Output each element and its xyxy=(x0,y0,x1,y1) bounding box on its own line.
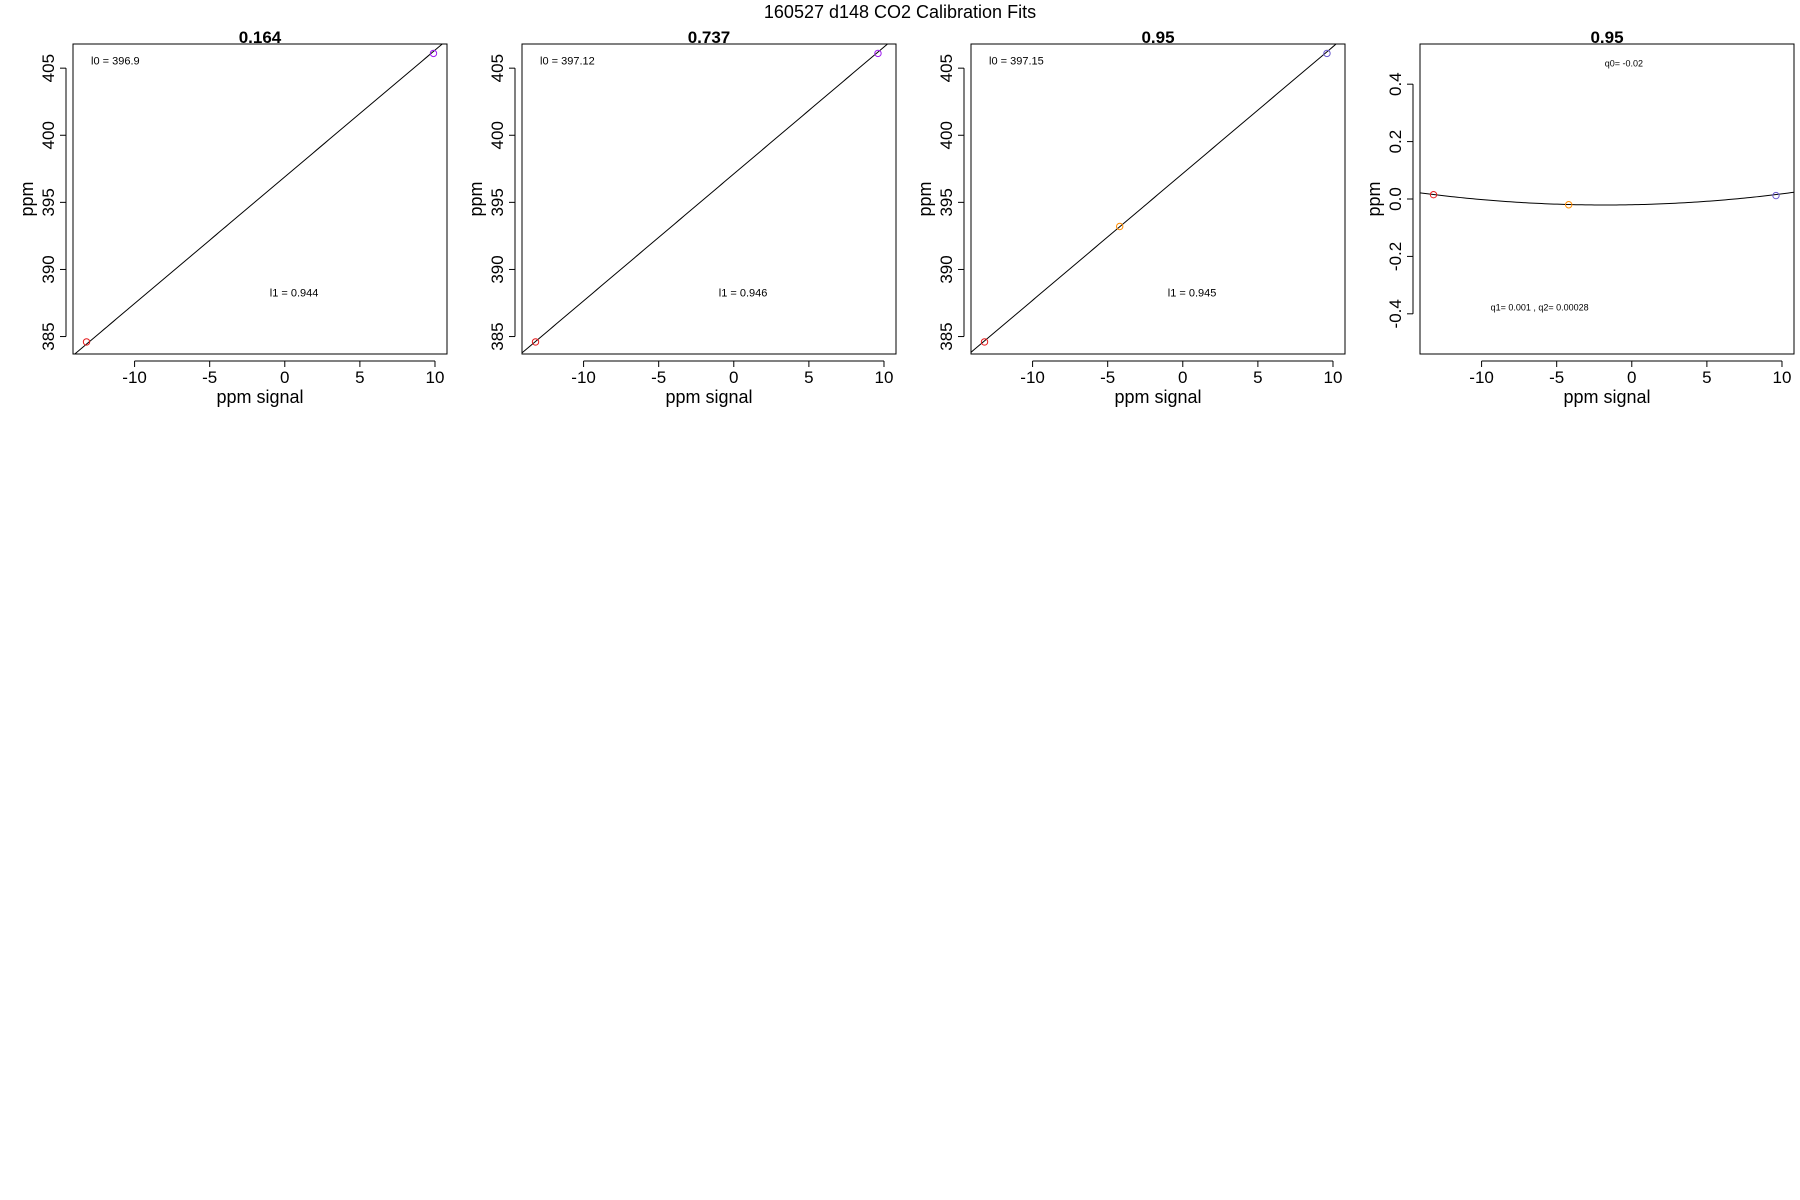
x-tick-label: 10 xyxy=(426,368,445,387)
panel-title: 0.95 xyxy=(1141,28,1174,47)
y-axis-title: ppm xyxy=(17,181,37,216)
y-tick-label: 395 xyxy=(39,188,58,216)
x-axis-title: ppm signal xyxy=(1114,387,1201,407)
chart-panel-3: 0.95 -10 -5 0 5 10 ppm signal 385 390 395 400 405 pp… xyxy=(915,28,1346,407)
x-tick-label: 10 xyxy=(875,368,894,387)
y-tick-label: -0.2 xyxy=(1386,242,1405,271)
x-axis-title: ppm signal xyxy=(1563,387,1650,407)
x-tick-label: -5 xyxy=(1549,368,1564,387)
x-tick-label: -5 xyxy=(202,368,217,387)
x-tick-label: 10 xyxy=(1773,368,1792,387)
y-tick-label: 395 xyxy=(488,188,507,216)
data-point xyxy=(980,338,989,346)
fit-annotation: l1 = 0.944 xyxy=(270,288,319,300)
y-tick-label: 390 xyxy=(488,255,507,283)
x-tick-label: 10 xyxy=(1324,368,1343,387)
x-axis-title: ppm signal xyxy=(216,387,303,407)
y-tick-label: 400 xyxy=(39,121,58,149)
data-point xyxy=(1429,190,1438,199)
x-tick-label: -10 xyxy=(1469,368,1494,387)
x-axis-title: ppm signal xyxy=(665,387,752,407)
data-point xyxy=(1772,191,1780,200)
y-tick-label: 0.0 xyxy=(1386,187,1405,211)
chart-panel-2: 0.737 -10 -5 0 5 10 ppm signal 385 390 395 400 405 p… xyxy=(466,28,897,407)
plot-frame xyxy=(970,43,1346,355)
x-tick-label: 5 xyxy=(1702,368,1711,387)
y-tick-label: 405 xyxy=(488,54,507,82)
y-tick-label: 0.4 xyxy=(1386,72,1405,96)
x-tick-label: -10 xyxy=(1020,368,1045,387)
fit-annotation: l0 = 397.12 xyxy=(540,55,595,67)
fit-line xyxy=(1420,191,1794,206)
data-point xyxy=(429,49,438,58)
x-tick-label: 5 xyxy=(355,368,364,387)
plot-frame xyxy=(72,43,448,355)
x-tick-label: 0 xyxy=(1627,368,1636,387)
panel-title: 0.737 xyxy=(688,28,731,47)
fit-annotation: l1 = 0.945 xyxy=(1168,288,1217,300)
panel-title: 0.164 xyxy=(239,28,282,47)
y-tick-label: 385 xyxy=(39,322,58,350)
y-axis-title: ppm xyxy=(915,181,935,216)
y-tick-label: 395 xyxy=(937,188,956,216)
x-tick-label: 0 xyxy=(1178,368,1187,387)
y-tick-label: 385 xyxy=(937,322,956,350)
y-tick-label: 390 xyxy=(39,255,58,283)
x-tick-label: -5 xyxy=(651,368,666,387)
x-tick-label: 5 xyxy=(804,368,813,387)
y-tick-label: 405 xyxy=(937,54,956,82)
data-point xyxy=(1323,49,1331,58)
fit-annotation: l1 = 0.946 xyxy=(719,288,768,300)
y-tick-label: 390 xyxy=(937,255,956,283)
x-tick-label: 0 xyxy=(280,368,289,387)
data-point xyxy=(82,338,91,346)
figure-title: 160527 d148 CO2 Calibration Fits xyxy=(764,2,1036,22)
fit-line xyxy=(522,44,889,354)
fit-annotation: l0 = 396.9 xyxy=(91,55,140,67)
y-tick-label: 385 xyxy=(488,322,507,350)
plot-frame xyxy=(1419,43,1795,355)
fit-annotation: l0 = 397.15 xyxy=(989,55,1044,67)
chart-panel-4: 0.95 -10 -5 0 5 10 ppm signal -0.4 -0.2 0.0 0.2 0.4… xyxy=(1364,28,1795,407)
y-tick-label: 0.2 xyxy=(1386,130,1405,154)
y-axis-title: ppm xyxy=(466,181,486,216)
fit-annotation: q1= 0.001 , q2= 0.00028 xyxy=(1491,302,1589,312)
panel-title: 0.95 xyxy=(1590,28,1623,47)
plot-frame xyxy=(521,43,897,355)
data-point xyxy=(1115,222,1124,231)
fit-line xyxy=(73,44,444,354)
chart-panels: 0.164 -10 -5 0 5 10 ppm signal 385 390 395 400 405 p… xyxy=(17,28,1795,407)
fit-line xyxy=(971,44,1337,353)
x-tick-label: -10 xyxy=(122,368,147,387)
x-tick-label: 5 xyxy=(1253,368,1262,387)
y-tick-label: 400 xyxy=(488,121,507,149)
chart-panel-1: 0.164 -10 -5 0 5 10 ppm signal 385 390 395 400 405 p… xyxy=(17,28,448,407)
data-point xyxy=(531,338,540,346)
y-tick-label: 400 xyxy=(937,121,956,149)
x-tick-label: -5 xyxy=(1100,368,1115,387)
y-axis-title: ppm xyxy=(1364,181,1384,216)
x-tick-label: -10 xyxy=(571,368,596,387)
data-point xyxy=(874,49,882,58)
fit-annotation: q0= -0.02 xyxy=(1605,58,1643,68)
data-point xyxy=(1564,201,1573,209)
y-tick-label: 405 xyxy=(39,54,58,82)
x-tick-label: 0 xyxy=(729,368,738,387)
y-tick-label: -0.4 xyxy=(1386,299,1405,328)
